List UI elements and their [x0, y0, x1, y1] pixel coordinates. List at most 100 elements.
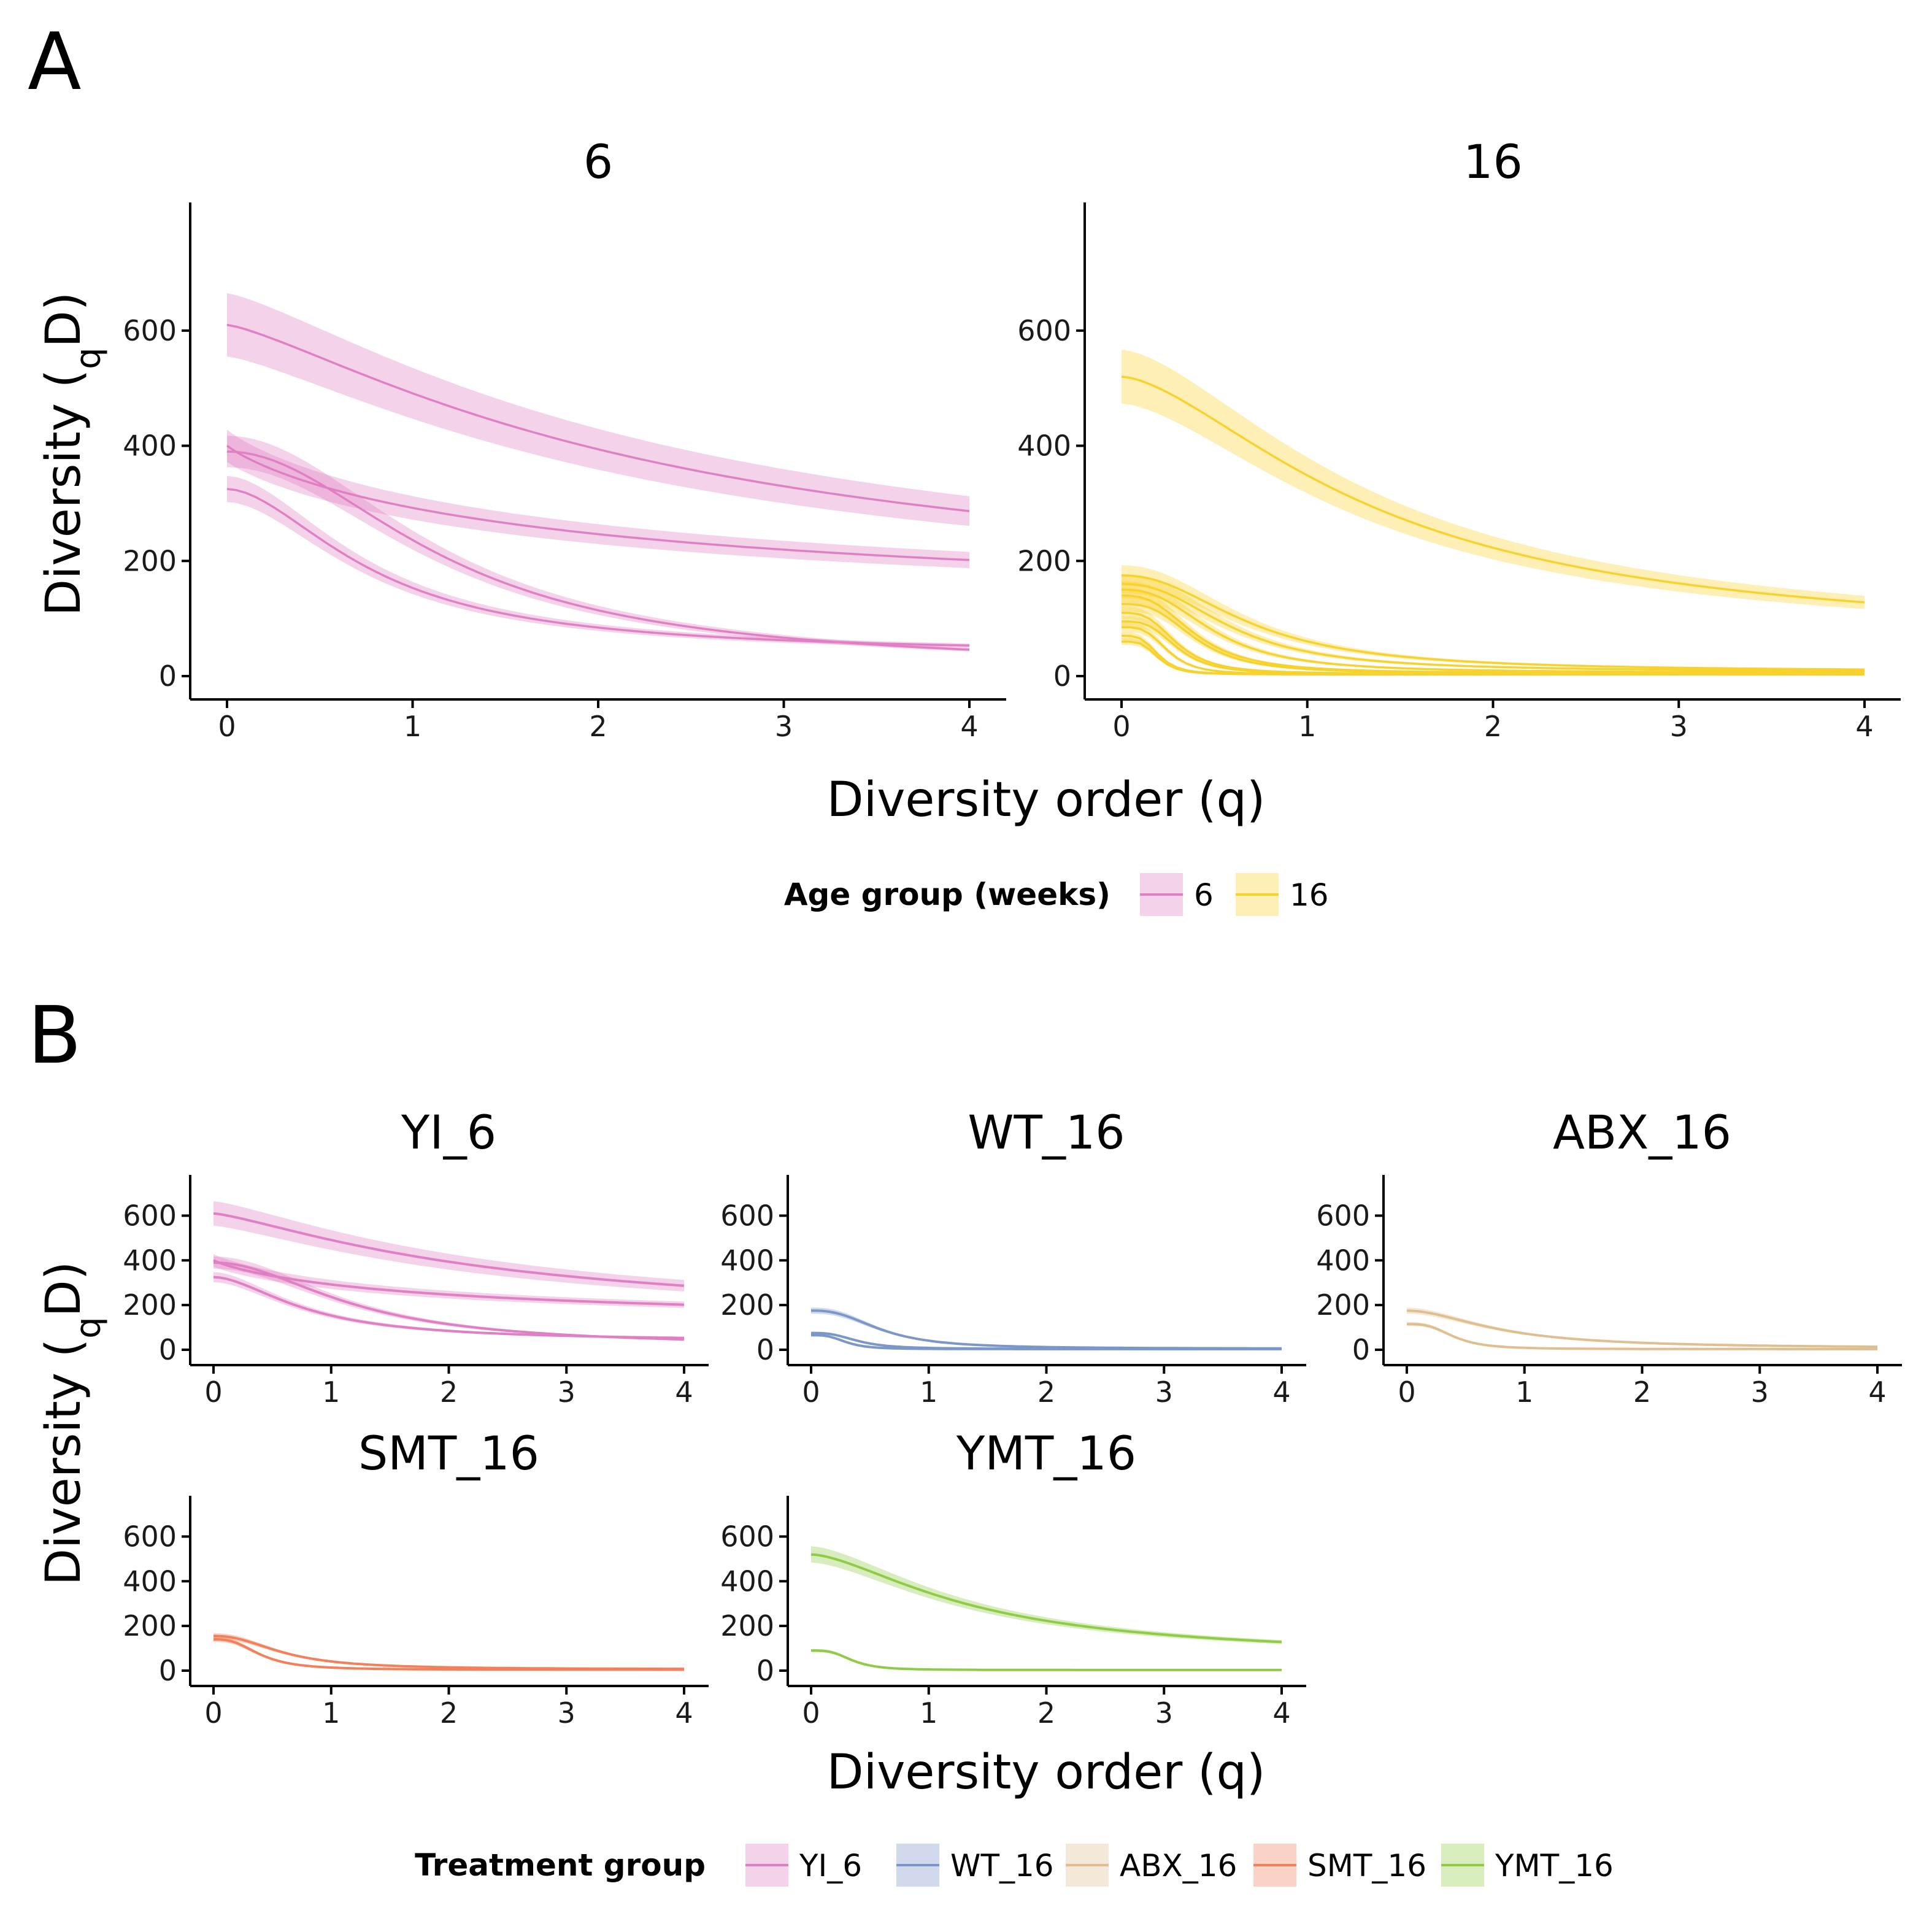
y-tick-label: 400 — [123, 1564, 177, 1598]
series-line — [810, 1334, 1282, 1350]
panel-a: 6 0 200 400 600 0 1 2 3 4 16 0 200 400 600 0 1 2 3 4 — [123, 134, 1901, 743]
y-tick-label: 400 — [1316, 1244, 1370, 1277]
facet-title: YMT_16 — [956, 1426, 1136, 1480]
y-tick-label: 0 — [1352, 1333, 1370, 1366]
x-tick-label: 2 — [1633, 1376, 1651, 1409]
x-tick-label: 3 — [1670, 710, 1688, 743]
legend-label: YI_6 — [799, 1848, 862, 1884]
y-tick-label: 200 — [1017, 544, 1071, 577]
legend-item-ABX_16: ABX_16 — [1066, 1844, 1237, 1887]
series-line — [811, 1309, 1282, 1350]
x-tick-label: 4 — [1855, 710, 1873, 743]
series-band — [1122, 565, 1865, 671]
legend-label: ABX_16 — [1120, 1848, 1237, 1884]
facet-YI_6: YI_6 0 200 400 600 0 1 2 3 4 — [123, 1105, 709, 1409]
legend-label: 16 — [1290, 877, 1329, 913]
legend-item-YMT_16: YMT_16 — [1441, 1844, 1614, 1887]
y-tick-label: 200 — [720, 1609, 774, 1642]
panel-b-y-axis-title-subscript: q — [69, 1317, 109, 1339]
y-tick-label: 600 — [123, 1520, 177, 1553]
y-tick-label: 600 — [720, 1520, 774, 1553]
x-tick-label: 3 — [1751, 1376, 1769, 1409]
x-tick-label: 2 — [1037, 1696, 1055, 1730]
series-line — [213, 1276, 685, 1339]
series-line — [1121, 574, 1865, 671]
series-band — [1407, 1307, 1877, 1347]
facet-title: YI_6 — [401, 1105, 496, 1160]
legend-item-16: 16 — [1236, 873, 1329, 916]
x-tick-label: 3 — [558, 1376, 575, 1409]
y-tick-label: 200 — [123, 1288, 177, 1322]
x-tick-label: 1 — [322, 1696, 340, 1730]
series-band — [811, 1307, 1282, 1349]
legend-label: 6 — [1194, 877, 1214, 913]
panel-label-a: A — [28, 17, 82, 108]
series-band — [214, 1633, 684, 1669]
series-line — [1406, 1323, 1877, 1350]
x-tick-label: 0 — [802, 1376, 820, 1409]
facet-title: 6 — [583, 134, 613, 189]
y-tick-label: 0 — [1053, 660, 1071, 693]
y-tick-label: 0 — [756, 1333, 774, 1366]
y-tick-label: 600 — [123, 314, 177, 347]
series-line — [213, 1212, 685, 1287]
x-tick-label: 0 — [1112, 710, 1130, 743]
facet-SMT_16: SMT_16 0 200 400 600 0 1 2 3 4 — [123, 1426, 709, 1730]
panel-a-x-axis-title: Diversity order (q) — [827, 772, 1266, 828]
series-line — [226, 323, 970, 512]
series-line — [1406, 1309, 1878, 1349]
facet-title: 16 — [1463, 134, 1523, 189]
y-tick-label: 200 — [1316, 1288, 1370, 1322]
series-line — [213, 1638, 684, 1671]
x-tick-label: 0 — [1398, 1376, 1415, 1409]
facet-ABX_16: ABX_16 0 200 400 600 0 1 2 3 4 — [1316, 1105, 1902, 1409]
panel-a-y-axis-title-subscript: q — [69, 347, 109, 369]
legend-treatment-group-title: Treatment group — [415, 1847, 706, 1883]
y-tick-label: 200 — [720, 1288, 774, 1322]
y-tick-label: 0 — [159, 1654, 177, 1687]
x-tick-label: 2 — [1484, 710, 1502, 743]
y-tick-label: 400 — [123, 1244, 177, 1277]
x-tick-label: 3 — [1155, 1696, 1173, 1730]
legend-item-SMT_16: SMT_16 — [1253, 1844, 1426, 1887]
y-tick-label: 0 — [159, 1333, 177, 1366]
x-tick-label: 4 — [960, 710, 978, 743]
panel-b-y-axis-title-main: Diversity ( — [36, 1339, 91, 1585]
y-tick-label: 600 — [720, 1199, 774, 1232]
series-line — [226, 445, 970, 561]
y-tick-label: 0 — [756, 1654, 774, 1687]
x-tick-label: 1 — [404, 710, 421, 743]
panel-b-y-axis-title: Diversity (qD) — [36, 1261, 109, 1585]
x-tick-label: 1 — [920, 1696, 937, 1730]
legend-age-group-title: Age group (weeks) — [784, 877, 1110, 912]
series-line — [213, 1259, 685, 1306]
x-tick-label: 2 — [440, 1696, 458, 1730]
panel-b-y-axis-title-end: D) — [36, 1261, 91, 1317]
x-tick-label: 4 — [675, 1376, 693, 1409]
x-tick-label: 0 — [204, 1376, 222, 1409]
y-tick-label: 400 — [1017, 429, 1071, 463]
x-tick-label: 0 — [218, 710, 236, 743]
series-line — [1121, 640, 1865, 675]
facet-title: ABX_16 — [1553, 1105, 1731, 1160]
series-band — [227, 429, 969, 569]
legend-label: WT_16 — [950, 1848, 1054, 1884]
legend-label: SMT_16 — [1307, 1848, 1426, 1884]
x-tick-label: 2 — [589, 710, 607, 743]
panel-label-b: B — [28, 990, 82, 1082]
x-tick-label: 1 — [920, 1376, 937, 1409]
y-tick-label: 200 — [123, 1609, 177, 1642]
series-line — [1121, 583, 1865, 672]
legend-age-group: Age group (weeks) 6 16 — [784, 873, 1329, 916]
x-tick-label: 2 — [1037, 1376, 1055, 1409]
legend-item-YI_6: YI_6 — [745, 1844, 862, 1887]
x-tick-label: 0 — [802, 1696, 820, 1730]
series-line — [213, 1634, 684, 1671]
x-tick-label: 4 — [1272, 1376, 1290, 1409]
y-tick-label: 200 — [123, 544, 177, 577]
panel-b-x-axis-title: Diversity order (q) — [827, 1745, 1266, 1800]
series-band — [811, 1546, 1282, 1644]
legend-treatment-group: Treatment group YI_6 WT_16 ABX_16 SMT_16 YMT… — [415, 1844, 1614, 1887]
x-tick-label: 1 — [1298, 710, 1316, 743]
